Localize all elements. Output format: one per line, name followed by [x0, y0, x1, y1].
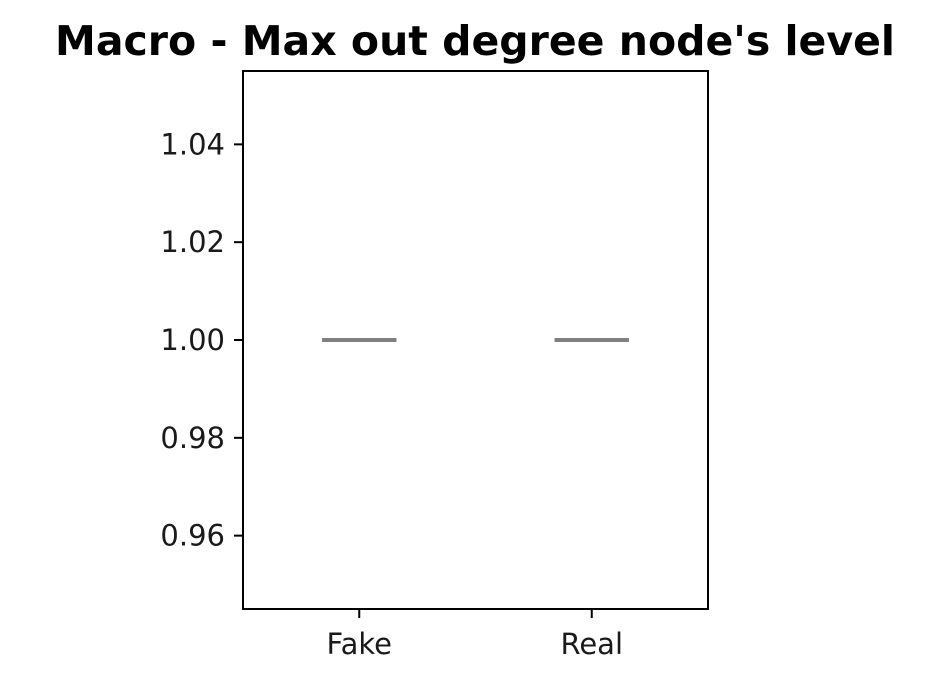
x-tick-label: Real [560, 627, 623, 661]
y-tick-label: 1.00 [160, 323, 225, 357]
y-tick-label: 1.04 [160, 127, 225, 161]
chart-title: Macro - Max out degree node's level [55, 17, 895, 65]
y-tick-label: 0.96 [160, 519, 225, 553]
x-tick-label: Fake [327, 627, 392, 661]
axis-ticks: 0.96 0.98 1.00 1.02 1.04 Fake Real [160, 127, 623, 661]
plot-frame [242, 70, 709, 610]
y-tick-label: 0.98 [160, 421, 225, 455]
y-tick-label: 1.02 [160, 225, 225, 259]
